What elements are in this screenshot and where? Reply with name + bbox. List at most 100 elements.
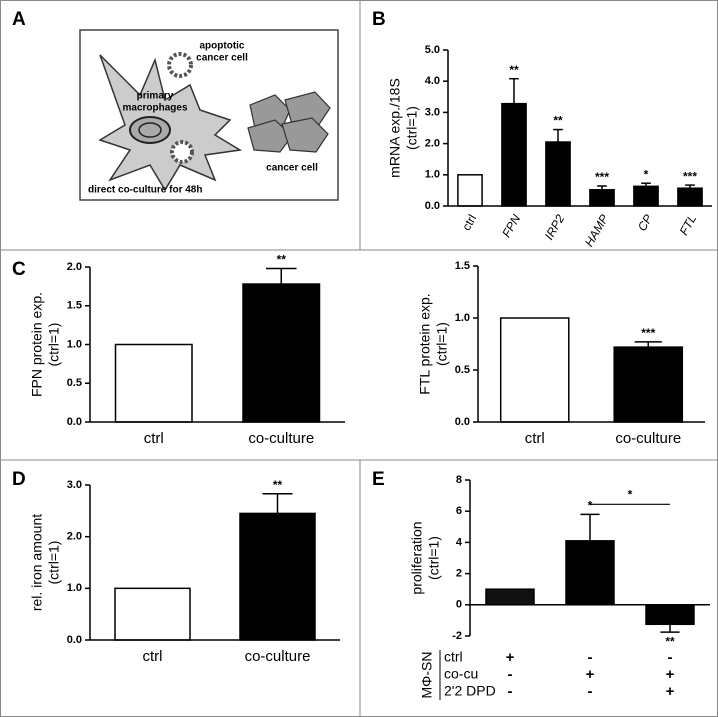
table-cell: + xyxy=(666,666,675,683)
y-tick-label: 1.0 xyxy=(67,582,82,594)
y-axis-label: FTL protein exp. xyxy=(417,293,433,394)
x-tick-label: ctrl xyxy=(144,430,164,447)
diagram-label: macrophages xyxy=(122,103,187,114)
bracket-label: * xyxy=(628,487,633,501)
y-axis-label: proliferation xyxy=(409,521,425,594)
y-tick-label: 3.0 xyxy=(425,106,440,118)
y-tick-label: 2.0 xyxy=(425,138,440,150)
significance: ** xyxy=(553,114,563,128)
panel-label: A xyxy=(12,9,26,30)
y-tick-label: 0.0 xyxy=(67,416,82,428)
diagram: apoptotic cancer cell primary macrophage… xyxy=(79,29,339,201)
x-tick-label: ctrl xyxy=(525,430,545,447)
y-tick-label: 8 xyxy=(456,474,462,486)
y-tick-label: 1.5 xyxy=(67,300,82,312)
cancer-cell xyxy=(247,119,293,153)
y-tick-label: 1.0 xyxy=(67,338,82,350)
bar xyxy=(499,317,570,423)
y-axis-label: mRNA exp./18S xyxy=(387,78,403,178)
table-cell: - xyxy=(668,649,673,666)
x-tick-label: ctrl xyxy=(143,648,163,665)
x-tick-label: FPN xyxy=(499,212,523,240)
bar xyxy=(633,185,659,207)
y-axis-label: FPN protein exp. xyxy=(29,292,45,397)
bar xyxy=(545,141,571,207)
table-title: MΦ-SN xyxy=(419,652,435,699)
x-tick-label: co-culture xyxy=(615,430,681,447)
y-tick-label: 0.0 xyxy=(455,416,470,428)
x-tick-label: co-culture xyxy=(245,648,311,665)
panel-label: E xyxy=(372,469,385,490)
y-tick-label: 2.0 xyxy=(67,531,82,543)
bar xyxy=(645,604,695,626)
significance: *** xyxy=(595,170,609,184)
diagram-label: cancer cell xyxy=(196,53,248,64)
bar xyxy=(239,512,316,641)
apoptotic-cell xyxy=(170,140,194,164)
significance: *** xyxy=(641,326,655,340)
panel-label: B xyxy=(372,9,386,30)
bar xyxy=(114,587,191,641)
y-tick-label: 5.0 xyxy=(425,44,440,56)
x-tick-label: CP xyxy=(635,212,655,233)
nucleus xyxy=(129,116,171,144)
y-tick-label: 4.0 xyxy=(425,75,440,87)
x-tick-label: co-culture xyxy=(248,430,314,447)
significance: * xyxy=(644,167,649,181)
significance: * xyxy=(588,498,593,512)
y-tick-label: 2 xyxy=(456,568,462,580)
table-row-label: ctrl xyxy=(444,649,463,665)
apoptotic-cell xyxy=(167,52,193,78)
table-cell: - xyxy=(588,683,593,700)
bar xyxy=(613,346,684,423)
y-tick-label: 0.0 xyxy=(67,634,82,646)
y-tick-label: -2 xyxy=(452,630,462,642)
y-tick-label: 6 xyxy=(456,505,462,517)
y-axis-label: (ctrl=1) xyxy=(426,536,442,580)
panel-label: D xyxy=(12,469,26,490)
macrophage xyxy=(98,54,243,192)
table-cell: - xyxy=(508,683,513,700)
y-axis-label: (ctrl=1) xyxy=(404,106,420,150)
table-row-label: 2'2 DPD xyxy=(444,683,496,699)
y-axis-label: (ctrl=1) xyxy=(46,541,62,585)
cancer-cell xyxy=(284,91,331,127)
bar xyxy=(485,588,535,606)
significance: ** xyxy=(277,253,287,267)
table-cell: - xyxy=(508,666,513,683)
table-cell: + xyxy=(666,683,675,700)
diagram-label: primary xyxy=(137,91,174,102)
x-tick-label: ctrl xyxy=(459,212,479,233)
y-tick-label: 4 xyxy=(456,536,463,548)
bar xyxy=(457,174,483,207)
panel-label: C xyxy=(12,259,26,280)
table-cell: + xyxy=(586,666,595,683)
y-tick-label: 3.0 xyxy=(67,479,82,491)
significance: ** xyxy=(665,634,675,648)
nucleus xyxy=(138,122,162,138)
bar xyxy=(501,102,527,207)
bar xyxy=(242,283,321,423)
diagram-caption: direct co-culture for 48h xyxy=(88,185,202,196)
table-cell: + xyxy=(506,649,515,666)
x-tick-label: HAMP xyxy=(582,212,611,249)
bar xyxy=(589,189,615,207)
significance: ** xyxy=(509,63,519,77)
cancer-cell xyxy=(249,94,291,129)
y-axis-label: (ctrl=1) xyxy=(434,322,450,366)
y-tick-label: 0.5 xyxy=(67,377,82,389)
diagram-label: cancer cell xyxy=(266,163,318,174)
table-cell: - xyxy=(588,649,593,666)
y-tick-label: 1.5 xyxy=(455,260,470,272)
y-tick-label: 2.0 xyxy=(67,261,82,273)
significance: *** xyxy=(683,169,697,183)
y-axis-label: (ctrl=1) xyxy=(46,323,62,367)
y-tick-label: 0.0 xyxy=(425,200,440,212)
y-tick-label: 0 xyxy=(456,599,462,611)
table-row-label: co-cu xyxy=(444,666,478,682)
y-axis-label: rel. iron amount xyxy=(29,514,45,611)
diagram-label: apoptotic xyxy=(200,41,245,52)
y-tick-label: 1.0 xyxy=(425,169,440,181)
x-tick-label: FTL xyxy=(677,212,700,237)
